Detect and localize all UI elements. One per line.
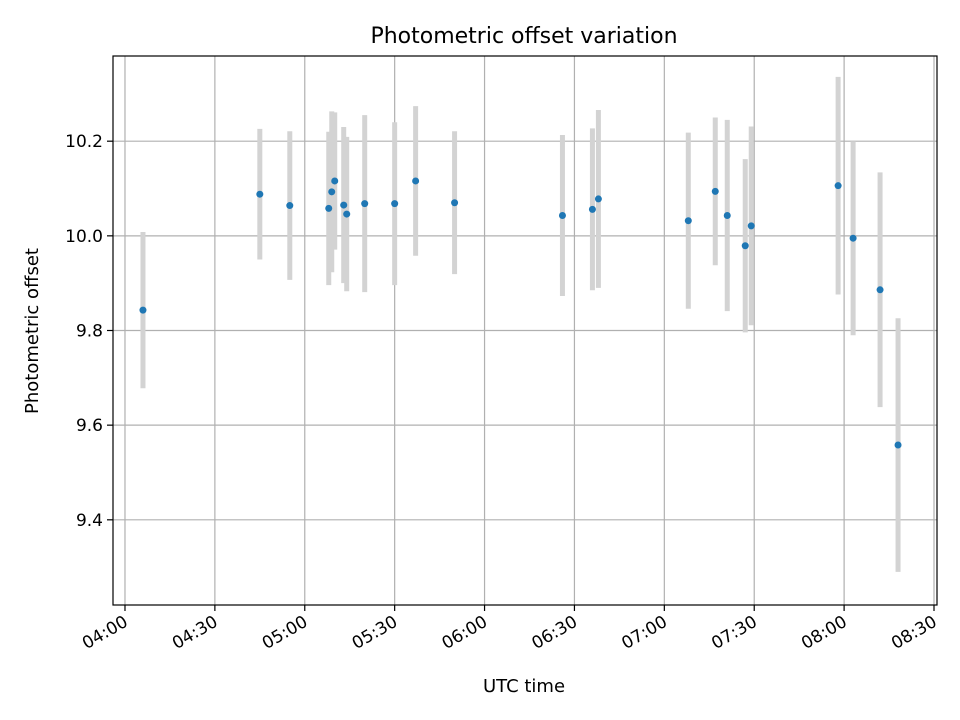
y-axis-label: Photometric offset <box>22 248 43 414</box>
data-point <box>361 200 369 208</box>
data-point <box>723 211 731 219</box>
x-tick-label: 06:00 <box>439 612 491 654</box>
x-tick-label: 06:30 <box>529 612 581 654</box>
data-points <box>139 177 902 449</box>
data-point <box>588 205 596 213</box>
data-point <box>391 200 399 208</box>
data-point <box>594 195 602 203</box>
grid <box>113 56 937 605</box>
x-tick-label: 07:00 <box>618 612 670 654</box>
data-point <box>558 211 566 219</box>
data-point <box>331 177 339 185</box>
x-tick-label: 08:30 <box>888 612 940 654</box>
data-point <box>684 217 692 225</box>
data-point <box>741 242 749 250</box>
data-point <box>412 177 420 185</box>
x-tick-label: 05:30 <box>349 612 401 654</box>
data-point <box>286 202 294 210</box>
x-axis-ticks: 04:00 04:30 05:00 05:30 06:00 06:30 07:00 07:30… <box>79 605 941 654</box>
x-axis-label: UTC time <box>483 676 565 697</box>
data-point <box>876 286 884 294</box>
data-point <box>711 187 719 195</box>
data-point <box>894 441 902 449</box>
x-tick-label: 08:00 <box>798 612 850 654</box>
data-point <box>325 204 333 212</box>
data-point <box>451 199 459 207</box>
data-point <box>343 210 351 218</box>
y-tick-label: 9.4 <box>76 511 103 531</box>
x-tick-label: 04:30 <box>169 612 221 654</box>
data-point <box>849 234 857 242</box>
data-point <box>256 190 264 198</box>
y-tick-label: 9.8 <box>76 322 103 342</box>
y-axis-ticks: 9.4 9.6 9.8 10.0 10.2 <box>65 132 113 531</box>
x-tick-label: 04:00 <box>79 612 131 654</box>
y-tick-label: 10.0 <box>65 227 103 247</box>
data-point <box>340 201 348 209</box>
x-tick-label: 07:30 <box>708 612 760 654</box>
data-point <box>328 188 336 196</box>
y-tick-label: 10.2 <box>65 132 103 152</box>
chart-title: Photometric offset variation <box>370 24 677 49</box>
x-tick-label: 05:00 <box>259 612 311 654</box>
data-point <box>747 222 755 230</box>
y-tick-label: 9.6 <box>76 416 103 436</box>
data-point <box>139 306 147 314</box>
error-bars <box>140 76 901 572</box>
data-point <box>834 182 842 190</box>
